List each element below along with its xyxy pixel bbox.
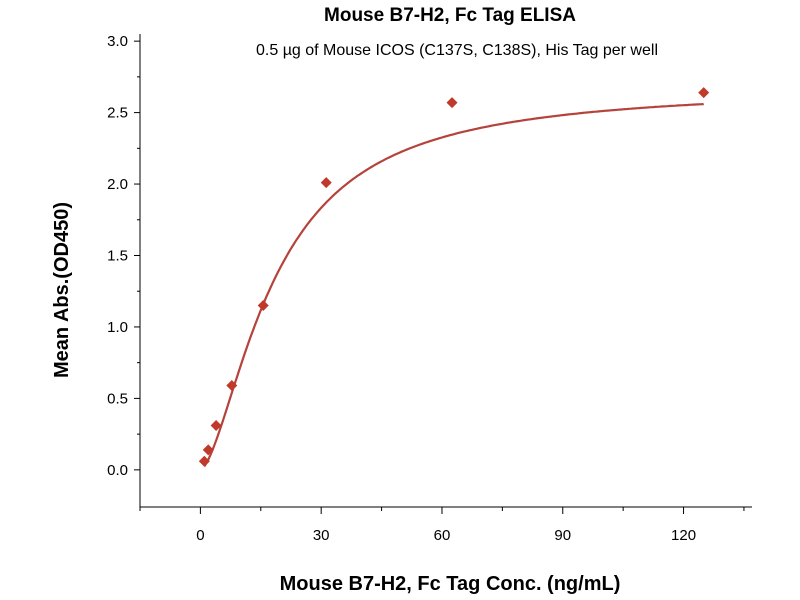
fit-curve-group: [203, 103, 704, 468]
y-tick-label: 0.0: [107, 462, 128, 479]
x-tick-label: 120: [671, 527, 696, 544]
data-point: [202, 444, 214, 456]
y-tick-label: 2.0: [107, 176, 128, 193]
x-tick-label: 30: [313, 527, 330, 544]
data-point: [320, 177, 332, 189]
y-tick-label: 1.0: [107, 319, 128, 336]
axes: 0.0 0.5 1.0 1.5 2.0 2.5 3.0 0 30 60 90 120: [107, 33, 752, 544]
chart-title: Mouse B7-H2, Fc Tag ELISA: [324, 5, 576, 26]
x-tick-label: 60: [434, 527, 451, 544]
chart-subtitle: 0.5 µg of Mouse ICOS (C137S, C138S), His…: [256, 42, 658, 59]
data-point: [198, 455, 210, 467]
x-tick-label: 0: [196, 527, 204, 544]
y-tick-label: 0.5: [107, 390, 128, 407]
y-tick-label: 1.5: [107, 247, 128, 264]
data-point: [698, 87, 710, 99]
fit-curve: [203, 103, 704, 468]
x-tick-label: 90: [554, 527, 571, 544]
x-axis-label: Mouse B7-H2, Fc Tag Conc. (ng/mL): [280, 573, 621, 595]
y-tick-label: 3.0: [107, 33, 128, 50]
y-axis-label: Mean Abs.(OD450): [51, 202, 73, 378]
data-point: [446, 97, 458, 109]
data-point: [257, 300, 269, 312]
data-points: [198, 87, 710, 467]
data-point: [226, 380, 238, 392]
y-tick-label: 2.5: [107, 105, 128, 122]
data-point: [210, 420, 222, 432]
